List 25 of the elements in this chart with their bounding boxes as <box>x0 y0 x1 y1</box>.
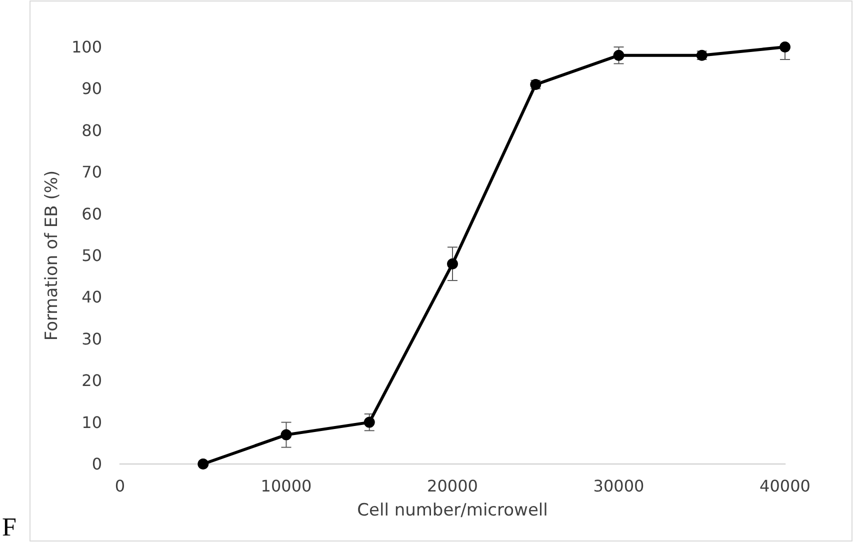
y-tick-label: 20 <box>82 371 102 390</box>
text: F <box>2 512 16 542</box>
x-tick-label: 30000 <box>593 476 644 496</box>
y-tick-label: 50 <box>82 246 102 265</box>
y-tick-label: 90 <box>82 79 102 98</box>
point <box>198 458 209 470</box>
point <box>447 258 458 270</box>
y-tick-label: 0 <box>92 454 102 474</box>
point <box>364 416 375 428</box>
point <box>780 42 790 52</box>
x-axis-title: Cell number/microwell <box>357 500 548 520</box>
x-tick-label: 0 <box>114 476 126 496</box>
y-tick-label: 70 <box>82 162 102 182</box>
x-tick-label: 10000 <box>260 476 312 496</box>
x-tick-label: 20000 <box>427 476 478 496</box>
point <box>613 50 624 61</box>
point <box>280 429 292 440</box>
y-tick-label: 100 <box>71 38 102 56</box>
y-tick-label: 30 <box>82 329 102 348</box>
y-tick-label: 60 <box>82 204 102 224</box>
y-tick-label: 10 <box>82 412 102 432</box>
y-tick-label: 40 <box>82 288 102 307</box>
y-axis-title: Formation of EB (%) <box>42 170 62 341</box>
x-tick-label: 40000 <box>760 476 810 496</box>
y-tick-label: 80 <box>82 120 102 140</box>
